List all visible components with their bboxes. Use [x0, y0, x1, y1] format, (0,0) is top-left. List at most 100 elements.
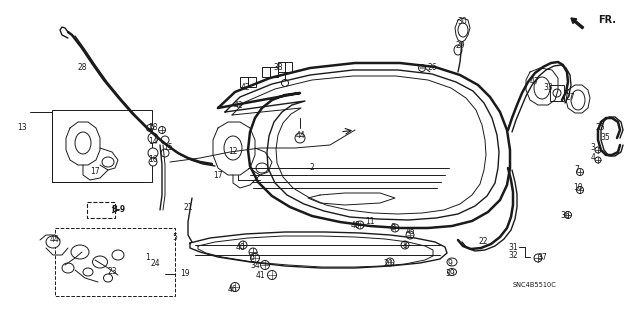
Text: 28: 28 [77, 63, 87, 72]
Ellipse shape [577, 187, 584, 194]
Ellipse shape [256, 163, 268, 173]
Text: 38: 38 [273, 63, 283, 72]
Text: 14: 14 [148, 137, 158, 146]
Text: 42: 42 [233, 100, 243, 109]
Ellipse shape [401, 241, 409, 249]
Text: 9: 9 [447, 258, 452, 268]
Text: 10: 10 [573, 183, 583, 192]
Text: FR.: FR. [598, 15, 616, 25]
Ellipse shape [71, 245, 89, 259]
Ellipse shape [595, 157, 601, 163]
Text: 4: 4 [591, 153, 595, 162]
Bar [240, 77, 256, 87]
FancyArrow shape [571, 18, 584, 29]
Ellipse shape [577, 168, 584, 175]
Ellipse shape [447, 258, 457, 266]
Ellipse shape [250, 254, 259, 263]
Ellipse shape [149, 158, 157, 166]
Ellipse shape [75, 132, 91, 154]
Ellipse shape [454, 45, 462, 55]
Text: 37: 37 [537, 254, 547, 263]
Text: 24: 24 [150, 258, 160, 268]
Ellipse shape [239, 241, 247, 249]
Text: 18: 18 [148, 123, 157, 132]
Ellipse shape [159, 127, 166, 133]
Ellipse shape [447, 269, 456, 276]
Ellipse shape [102, 157, 114, 167]
Text: B-9: B-9 [111, 205, 125, 214]
Text: 2: 2 [310, 164, 314, 173]
Text: 48: 48 [350, 220, 360, 229]
Bar [52, 110, 152, 182]
Ellipse shape [295, 133, 305, 143]
Ellipse shape [391, 224, 399, 232]
Ellipse shape [230, 283, 239, 292]
Text: 5: 5 [173, 233, 177, 241]
Text: 17: 17 [90, 167, 100, 176]
Text: 27: 27 [565, 93, 575, 102]
Text: 32: 32 [508, 250, 518, 259]
Text: SNC4B5510C: SNC4B5510C [513, 282, 557, 288]
Text: 44: 44 [295, 130, 305, 139]
Ellipse shape [595, 147, 601, 153]
Text: 44: 44 [50, 235, 60, 244]
Text: 31: 31 [508, 242, 518, 251]
Ellipse shape [419, 64, 426, 71]
Text: 30: 30 [457, 18, 467, 26]
Ellipse shape [571, 90, 585, 110]
Ellipse shape [224, 136, 242, 160]
Ellipse shape [62, 263, 74, 273]
Ellipse shape [112, 250, 124, 260]
Text: 42: 42 [240, 84, 250, 93]
Text: 19: 19 [180, 270, 190, 278]
Text: 33: 33 [543, 83, 553, 92]
Ellipse shape [148, 148, 158, 158]
Text: 25: 25 [595, 123, 605, 132]
Text: 23: 23 [107, 268, 117, 277]
Ellipse shape [46, 236, 60, 248]
Ellipse shape [386, 258, 394, 266]
Ellipse shape [83, 268, 93, 276]
Text: 35: 35 [600, 133, 610, 143]
Text: 11: 11 [365, 218, 375, 226]
Text: 39: 39 [445, 269, 455, 278]
Text: 29: 29 [455, 41, 465, 49]
Text: 40: 40 [235, 243, 245, 253]
Text: 47: 47 [530, 78, 540, 86]
Ellipse shape [93, 256, 108, 268]
Ellipse shape [564, 211, 572, 219]
Ellipse shape [534, 77, 550, 99]
Text: 7: 7 [575, 166, 579, 174]
Ellipse shape [553, 89, 561, 97]
Text: 16: 16 [148, 155, 158, 165]
Ellipse shape [104, 274, 113, 282]
Text: 8: 8 [403, 241, 408, 249]
Text: 45: 45 [405, 227, 415, 236]
Ellipse shape [534, 254, 542, 262]
Text: 3: 3 [591, 144, 595, 152]
Bar [278, 62, 292, 72]
Text: 21: 21 [183, 204, 193, 212]
Ellipse shape [161, 136, 169, 144]
Text: 6: 6 [250, 254, 255, 263]
Ellipse shape [147, 124, 154, 131]
Ellipse shape [260, 261, 269, 270]
Text: 34: 34 [250, 261, 260, 270]
Ellipse shape [458, 23, 468, 37]
Ellipse shape [148, 133, 158, 143]
Bar [550, 85, 564, 101]
Bar [262, 67, 278, 77]
Ellipse shape [161, 149, 169, 157]
Text: 46: 46 [227, 286, 237, 294]
Text: 13: 13 [17, 123, 27, 132]
Bar [87, 202, 115, 218]
Text: 41: 41 [255, 271, 265, 280]
Ellipse shape [268, 271, 276, 279]
Ellipse shape [282, 79, 289, 86]
Ellipse shape [249, 248, 257, 256]
Text: 20: 20 [383, 258, 393, 268]
Text: 1: 1 [146, 254, 150, 263]
Text: 36: 36 [560, 211, 570, 219]
Text: 17: 17 [213, 170, 223, 180]
Text: 26: 26 [427, 63, 437, 72]
